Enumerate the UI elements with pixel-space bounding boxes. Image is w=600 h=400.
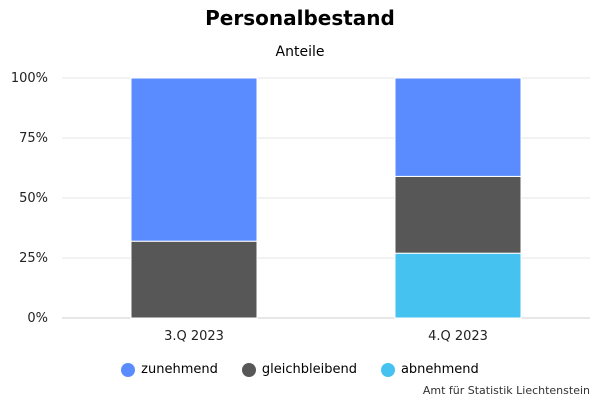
legend-swatch <box>380 362 395 377</box>
source-credit: Amt für Statistik Liechtenstein <box>422 384 590 397</box>
chart-subtitle: Anteile <box>275 44 325 60</box>
y-tick-label: 50% <box>19 191 48 206</box>
plot-area: 0% 25% 50% 75% 100% 3.Q 2023 4.Q 2023 <box>11 71 590 344</box>
y-tick-label: 25% <box>19 251 48 266</box>
x-tick-label: 3.Q 2023 <box>164 329 224 344</box>
legend-label: zunehmend <box>141 362 218 377</box>
bar-segment-zunehmend[interactable] <box>394 77 522 177</box>
legend: zunehmend gleichbleibend abnehmend <box>0 362 600 377</box>
legend-swatch <box>121 362 136 377</box>
y-tick-label: 75% <box>19 131 48 146</box>
y-tick-label: 0% <box>27 311 48 326</box>
bar-segment-abnehmend[interactable] <box>394 252 522 319</box>
legend-item-abnehmend[interactable]: abnehmend <box>380 362 479 377</box>
legend-item-zunehmend[interactable]: zunehmend <box>121 362 218 377</box>
y-tick-label: 100% <box>11 71 48 86</box>
legend-item-gleichbleibend[interactable]: gleichbleibend <box>241 362 357 377</box>
legend-label: abnehmend <box>400 362 479 377</box>
chart-title: Personalbestand <box>205 6 395 30</box>
x-tick-label: 4.Q 2023 <box>428 329 488 344</box>
bar-segment-gleichbleibend[interactable] <box>130 240 258 319</box>
bar-segment-zunehmend[interactable] <box>130 77 258 242</box>
legend-swatch <box>241 362 256 377</box>
bar-segment-gleichbleibend[interactable] <box>394 175 522 254</box>
legend-label: gleichbleibend <box>261 362 357 377</box>
